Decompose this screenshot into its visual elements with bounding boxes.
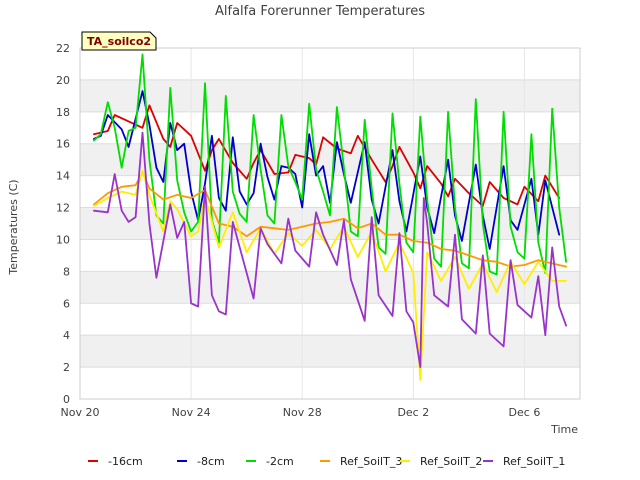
x-tick-label: Dec 2: [397, 406, 429, 419]
y-axis-label: Temperatures (C): [7, 179, 20, 275]
badge-label: TA_soilco2: [87, 35, 151, 48]
grid-band: [80, 143, 580, 176]
legend-label: Ref_SoilT_3: [340, 455, 402, 468]
y-tick-label: 2: [63, 361, 70, 374]
y-tick-label: 0: [63, 393, 70, 406]
x-tick-label: Nov 20: [61, 406, 100, 419]
series-line-ref-soilt-3: [93, 171, 567, 268]
legend-label: Ref_SoilT_2: [420, 455, 482, 468]
x-tick-label: Nov 28: [283, 406, 322, 419]
x-tick-label: Nov 24: [172, 406, 211, 419]
legend: -16cm -8cm -2cm Ref_SoilT_3 Ref_SoilT_2 Ref_S…: [88, 455, 565, 468]
y-tick-label: 10: [56, 233, 70, 246]
y-tick-label: 6: [63, 297, 70, 310]
series-line-16cm: [93, 104, 561, 207]
y-tick-label: 4: [63, 329, 70, 342]
y-tick-label: 14: [56, 170, 70, 183]
legend-label: -2cm: [266, 455, 294, 468]
series-line-2cm: [93, 53, 567, 276]
grid-band: [80, 271, 580, 304]
series-line-ref-soilt-2: [93, 169, 567, 381]
chart-title: Alfalfa Forerunner Temperatures: [215, 4, 425, 19]
badge-box: [81, 31, 157, 51]
plot-background: [80, 79, 580, 368]
y-tick-label: 8: [63, 265, 70, 278]
y-tick-label: 12: [56, 202, 70, 215]
y-ticks: 0 2 4 6 8 10 12 14 16 18 20 22: [56, 42, 70, 406]
legend-label: Ref_SoilT_1: [503, 455, 565, 468]
badge: TA_soilco2: [81, 31, 157, 51]
y-tick-label: 20: [56, 74, 70, 87]
series-lines: [93, 53, 567, 381]
y-tick-label: 16: [56, 138, 70, 151]
x-ticks: Nov 20 Nov 24 Nov 28 Dec 2 Dec 6: [61, 406, 541, 419]
grid-band: [80, 79, 580, 112]
plot-frame: [79, 47, 581, 400]
series-line-ref-soilt-1: [93, 131, 567, 368]
y-tick-label: 18: [56, 106, 70, 119]
legend-label: -16cm: [108, 455, 143, 468]
x-tick-label: Dec 6: [509, 406, 541, 419]
y-tick-label: 22: [56, 42, 70, 55]
legend-label: -8cm: [197, 455, 225, 468]
x-axis-label: Time: [550, 423, 578, 436]
